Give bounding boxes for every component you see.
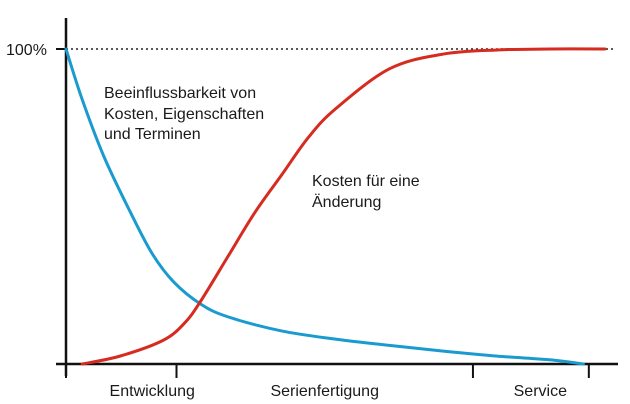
red-series-label-line-2: Änderung <box>312 193 381 211</box>
tick-marks <box>65 364 590 378</box>
influence-curve <box>64 47 585 366</box>
change-cost-curve <box>80 47 607 366</box>
y-tick-label-100: 100% <box>6 42 47 59</box>
x-phase-labels: Entwicklung Serienfertigung Service <box>110 383 568 400</box>
x-phase-label: Entwicklung <box>110 383 195 400</box>
series-lines <box>64 47 607 366</box>
x-phase-label: Service <box>514 383 567 400</box>
blue-series-label-line-2: Kosten, Eigenschaften <box>104 106 264 123</box>
blue-series-label-line-3: und Terminen <box>104 126 201 143</box>
red-series-label-line-1: Kosten für eine <box>312 173 420 190</box>
axes <box>56 18 618 376</box>
x-phase-label: Serienfertigung <box>270 383 379 400</box>
blue-series-label-line-1: Beeinflussbarkeit von <box>104 85 256 102</box>
